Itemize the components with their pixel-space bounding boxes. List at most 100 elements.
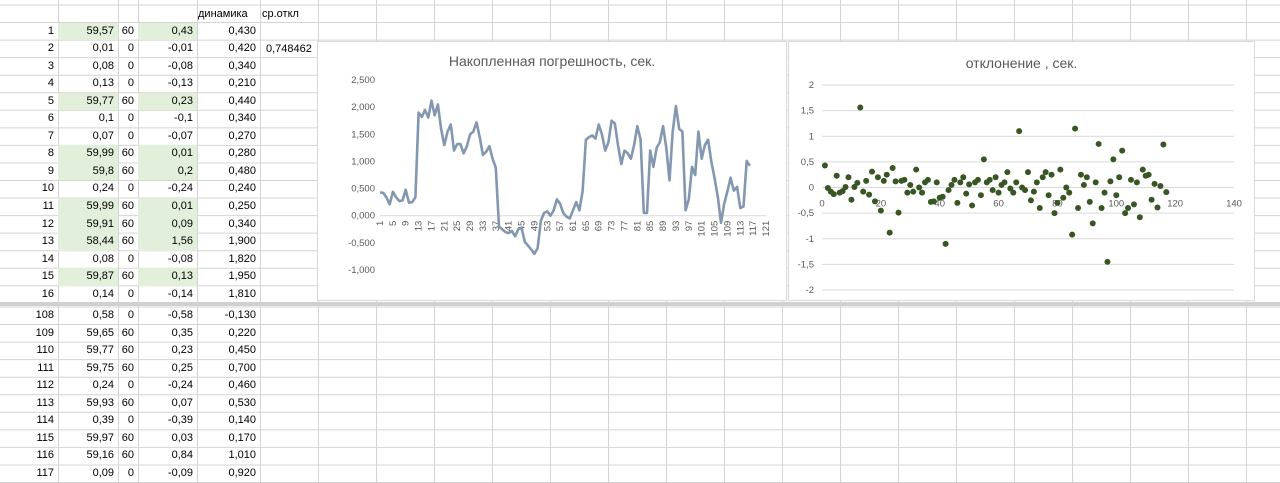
header-mean-deviation[interactable]: ср.откл: [262, 8, 299, 20]
cell-b[interactable]: 0,09: [92, 466, 114, 479]
cell-d[interactable]: 0,23: [171, 344, 193, 357]
cell-b[interactable]: 59,91: [58, 215, 118, 234]
cell-b[interactable]: 59,8: [58, 162, 118, 181]
cell-row-number[interactable]: 2: [47, 42, 54, 55]
cell-d[interactable]: 0,35: [171, 326, 193, 339]
cell-b[interactable]: 59,99: [58, 198, 118, 216]
cell-e[interactable]: 1,810: [228, 287, 256, 300]
cell-b[interactable]: 59,75: [86, 361, 114, 374]
cell-row-number[interactable]: 10: [41, 182, 54, 195]
cell-c[interactable]: 0: [127, 129, 134, 142]
cell-e[interactable]: 0,170: [228, 431, 256, 444]
cell-row-number[interactable]: 13: [41, 235, 54, 248]
cell-row-number[interactable]: 110: [36, 344, 54, 357]
cell-d[interactable]: 0,03: [171, 431, 193, 444]
cell-row-number[interactable]: 16: [41, 287, 54, 300]
cell-row-number[interactable]: 5: [47, 94, 54, 107]
cell-row-number[interactable]: 117: [36, 466, 54, 479]
cell-d[interactable]: 0,01: [138, 198, 197, 216]
cell-d[interactable]: -0,39: [167, 414, 193, 427]
cell-e[interactable]: 0,530: [228, 396, 256, 409]
cell-b[interactable]: 0,07: [92, 129, 114, 142]
cell-e[interactable]: 0,340: [228, 59, 256, 72]
cell-e[interactable]: 0,460: [228, 379, 256, 392]
cell-c[interactable]: 60: [121, 94, 134, 107]
cell-row-number[interactable]: 9: [47, 164, 54, 177]
cell-c[interactable]: 0: [127, 414, 134, 427]
cell-c[interactable]: 60: [121, 235, 134, 248]
cell-e[interactable]: 0,270: [228, 129, 256, 142]
cell-c[interactable]: 60: [121, 147, 134, 160]
cell-d[interactable]: 0,23: [138, 92, 197, 111]
cell-row-number[interactable]: 115: [36, 431, 54, 444]
cell-b[interactable]: 59,97: [86, 431, 114, 444]
cell-d[interactable]: -0,24: [167, 182, 193, 195]
cell-b[interactable]: 59,93: [86, 396, 114, 409]
cell-e[interactable]: 1,900: [228, 235, 256, 248]
cell-e[interactable]: 0,920: [228, 466, 256, 479]
cell-e[interactable]: 1,010: [228, 449, 256, 462]
cell-d[interactable]: -0,24: [167, 379, 193, 392]
cell-d[interactable]: 0,01: [138, 145, 197, 163]
cell-e[interactable]: 0,240: [228, 182, 256, 195]
cell-c[interactable]: 0: [127, 379, 134, 392]
mean-deviation-value[interactable]: 0,748462: [266, 43, 312, 55]
cell-d[interactable]: -0,1: [174, 112, 193, 125]
cell-e[interactable]: -0,130: [224, 309, 256, 321]
cell-row-number[interactable]: 108: [35, 309, 54, 321]
cell-b[interactable]: 0,39: [92, 414, 114, 427]
cell-c[interactable]: 0: [127, 112, 134, 125]
cell-b[interactable]: 59,77: [58, 92, 118, 111]
cell-d[interactable]: -0,09: [167, 466, 193, 479]
cell-row-number[interactable]: 11: [42, 200, 54, 212]
cell-d[interactable]: 1,56: [138, 233, 197, 251]
cell-b[interactable]: 59,87: [58, 268, 118, 286]
cell-b[interactable]: 0,1: [98, 112, 114, 125]
cell-e[interactable]: 0,440: [228, 94, 256, 107]
cell-e[interactable]: 1,820: [228, 252, 256, 265]
cell-d[interactable]: -0,58: [167, 309, 193, 321]
cell-c[interactable]: 60: [121, 396, 134, 409]
cell-c[interactable]: 60: [121, 361, 134, 374]
cell-c[interactable]: 0: [127, 77, 134, 90]
cell-e[interactable]: 0,450: [228, 344, 256, 357]
cell-c[interactable]: 60: [121, 200, 134, 212]
cell-row-number[interactable]: 111: [37, 361, 54, 374]
cell-e[interactable]: 0,340: [228, 112, 256, 125]
cell-b[interactable]: 0,14: [92, 287, 114, 300]
cell-row-number[interactable]: 8: [47, 147, 54, 160]
cell-b[interactable]: 0,24: [92, 182, 114, 195]
cell-d[interactable]: -0,08: [167, 59, 193, 72]
cell-d[interactable]: 0,09: [138, 215, 197, 234]
scatter-chart-panel[interactable]: отклонение , сек. -2 -1,5 -1 -0,5 0 0,5 1 1,5 2 0…: [788, 41, 1255, 301]
cell-d[interactable]: -0,07: [167, 129, 193, 142]
cell-b[interactable]: 0,08: [92, 252, 114, 265]
cell-b[interactable]: 0,58: [92, 309, 114, 321]
cell-e[interactable]: 0,250: [228, 200, 256, 212]
cell-e[interactable]: 0,220: [228, 326, 256, 339]
cell-row-number[interactable]: 7: [47, 129, 54, 142]
cell-c[interactable]: 60: [121, 344, 134, 357]
cell-row-number[interactable]: 15: [41, 270, 54, 283]
cell-c[interactable]: 0: [127, 182, 134, 195]
cell-c[interactable]: 0: [127, 252, 134, 265]
cell-d[interactable]: 0,07: [171, 396, 193, 409]
cell-d[interactable]: -0,13: [167, 77, 193, 90]
cell-b[interactable]: 59,65: [86, 326, 114, 339]
cell-row-number[interactable]: 113: [36, 396, 54, 409]
cell-row-number[interactable]: 3: [47, 59, 54, 72]
cell-e[interactable]: 0,140: [228, 414, 256, 427]
cell-b[interactable]: 0,13: [92, 77, 114, 90]
cell-e[interactable]: 0,420: [228, 42, 256, 55]
cell-b[interactable]: 0,08: [92, 59, 114, 72]
cell-c[interactable]: 60: [121, 217, 134, 230]
cell-d[interactable]: 0,84: [171, 449, 193, 462]
cell-c[interactable]: 60: [121, 431, 134, 444]
cell-e[interactable]: 1,950: [228, 270, 256, 283]
cell-d[interactable]: 0,43: [138, 22, 197, 40]
cell-e[interactable]: 0,210: [228, 77, 256, 90]
cell-c[interactable]: 60: [121, 24, 134, 37]
cell-row-number[interactable]: 12: [41, 217, 54, 230]
cell-row-number[interactable]: 14: [41, 252, 54, 265]
cell-d[interactable]: -0,08: [167, 252, 193, 265]
